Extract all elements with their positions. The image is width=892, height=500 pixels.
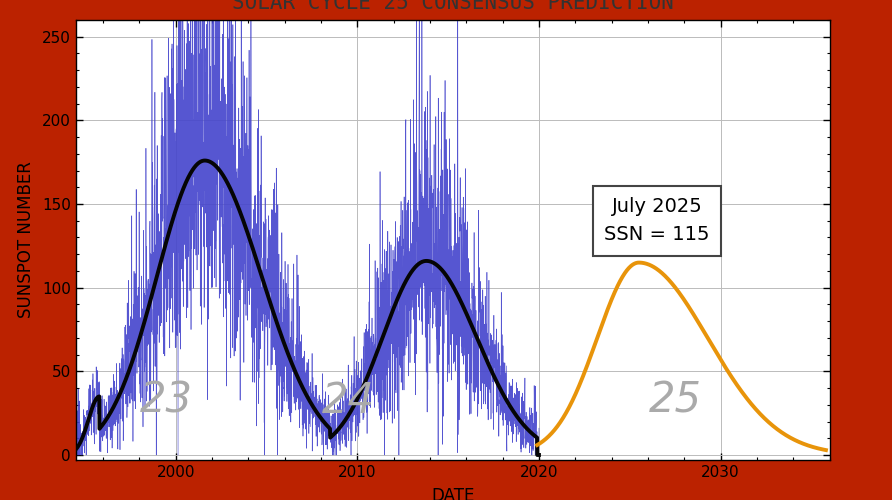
Text: 24: 24 xyxy=(322,380,375,422)
Title: SOLAR CYCLE 25 CONSENSUS PREDICTION: SOLAR CYCLE 25 CONSENSUS PREDICTION xyxy=(232,0,673,13)
X-axis label: DATE: DATE xyxy=(431,487,475,500)
Text: 25: 25 xyxy=(648,380,702,422)
Y-axis label: SUNSPOT NUMBER: SUNSPOT NUMBER xyxy=(17,162,35,318)
Text: 23: 23 xyxy=(140,380,194,422)
Text: July 2025
SSN = 115: July 2025 SSN = 115 xyxy=(604,198,710,244)
